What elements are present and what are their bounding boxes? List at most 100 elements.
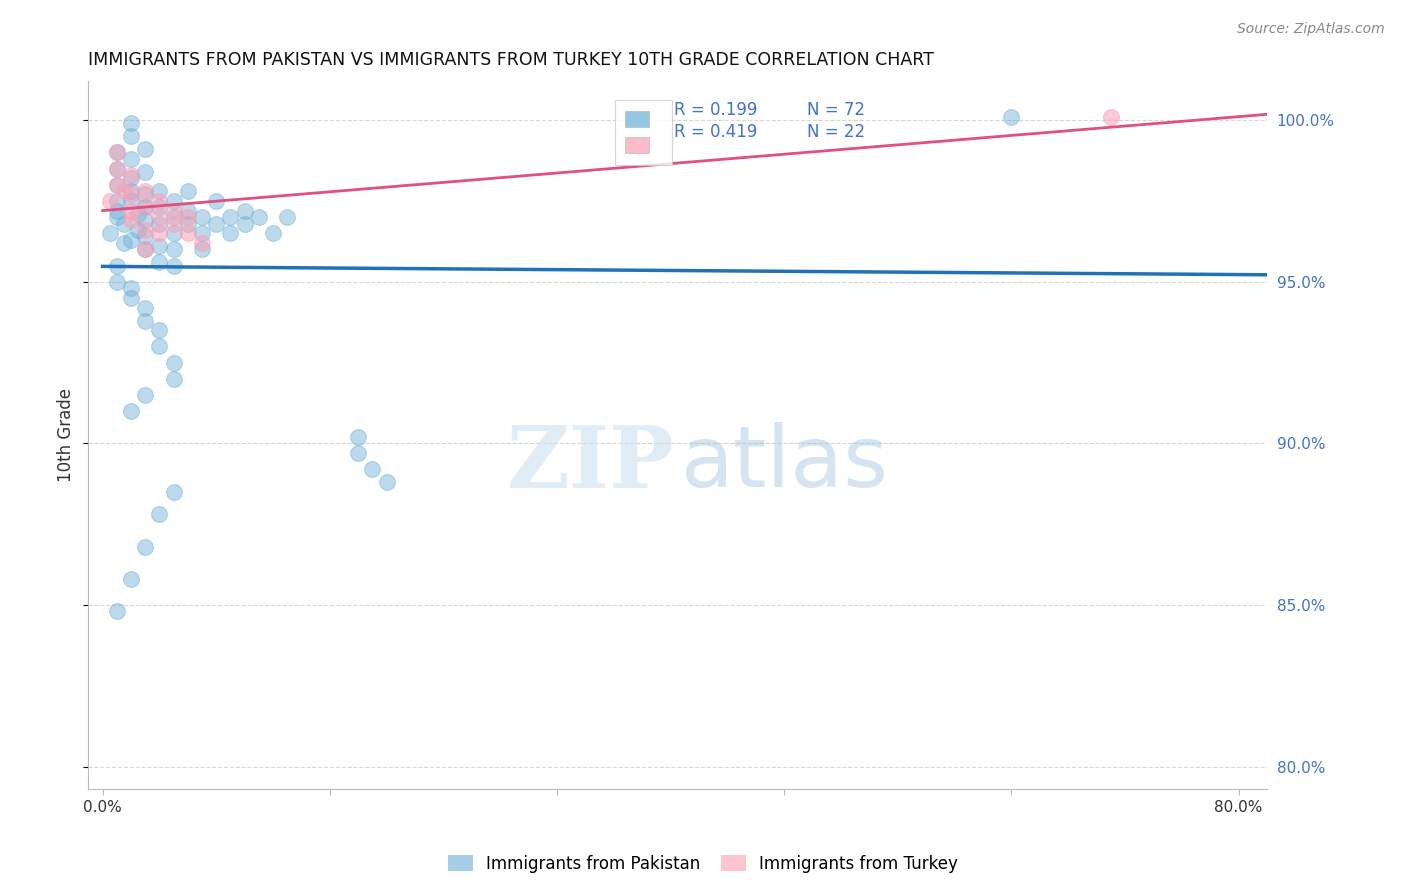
Point	[191, 226, 214, 240]
Point	[134, 243, 156, 257]
Point	[105, 275, 128, 289]
Point	[347, 446, 370, 460]
Text: R = 0.419: R = 0.419	[673, 123, 758, 141]
Point	[262, 226, 284, 240]
Point	[148, 508, 170, 522]
Point	[162, 203, 184, 218]
Point	[134, 201, 156, 215]
Point	[120, 129, 142, 144]
Point	[233, 203, 256, 218]
Point	[120, 168, 142, 182]
Point	[120, 184, 142, 198]
Point	[162, 259, 184, 273]
Point	[120, 233, 142, 247]
Point	[134, 301, 156, 315]
Point	[105, 259, 128, 273]
Point	[191, 235, 214, 250]
Point	[134, 223, 156, 237]
Point	[148, 339, 170, 353]
Point	[134, 187, 156, 202]
Text: Source: ZipAtlas.com: Source: ZipAtlas.com	[1237, 22, 1385, 37]
Point	[112, 184, 135, 198]
Point	[127, 207, 149, 221]
Point	[105, 161, 128, 176]
Text: N = 22: N = 22	[807, 123, 866, 141]
Point	[162, 372, 184, 386]
Point	[148, 184, 170, 198]
Point	[162, 226, 184, 240]
Point	[134, 388, 156, 402]
Point	[112, 217, 135, 231]
Point	[233, 217, 256, 231]
Point	[177, 184, 200, 198]
Point	[134, 213, 156, 227]
Point	[134, 201, 156, 215]
Point	[148, 323, 170, 337]
Point	[112, 235, 135, 250]
Text: IMMIGRANTS FROM PAKISTAN VS IMMIGRANTS FROM TURKEY 10TH GRADE CORRELATION CHART: IMMIGRANTS FROM PAKISTAN VS IMMIGRANTS F…	[89, 51, 934, 69]
Point	[105, 178, 128, 192]
Point	[375, 475, 398, 489]
Point	[191, 210, 214, 224]
Point	[219, 210, 242, 224]
Point	[105, 178, 128, 192]
Point	[148, 210, 170, 224]
Point	[205, 217, 228, 231]
Point	[134, 540, 156, 554]
Point	[191, 243, 214, 257]
Point	[98, 226, 121, 240]
Point	[105, 145, 128, 160]
Point	[162, 217, 184, 231]
Text: R = 0.199: R = 0.199	[673, 101, 758, 119]
Point	[219, 226, 242, 240]
Point	[148, 201, 170, 215]
Point	[1000, 110, 1022, 124]
Point	[105, 161, 128, 176]
Point	[276, 210, 298, 224]
Point	[1099, 110, 1122, 124]
Point	[105, 194, 128, 208]
Point	[98, 194, 121, 208]
Text: ZIP: ZIP	[506, 422, 673, 506]
Point	[120, 213, 142, 227]
Point	[177, 226, 200, 240]
Point	[134, 184, 156, 198]
Point	[105, 604, 128, 618]
Point	[148, 217, 170, 231]
Point	[134, 243, 156, 257]
Point	[148, 226, 170, 240]
Point	[148, 239, 170, 253]
Point	[120, 194, 142, 208]
Point	[361, 462, 384, 476]
Point	[120, 572, 142, 586]
Point	[162, 243, 184, 257]
Point	[120, 116, 142, 130]
Point	[177, 203, 200, 218]
Point	[120, 152, 142, 166]
Point	[162, 210, 184, 224]
Point	[120, 171, 142, 186]
Point	[134, 142, 156, 156]
Point	[347, 430, 370, 444]
Point	[120, 291, 142, 305]
Point	[105, 203, 128, 218]
Point	[134, 313, 156, 327]
Point	[120, 404, 142, 418]
Point	[120, 203, 142, 218]
Point	[205, 194, 228, 208]
Point	[162, 355, 184, 369]
Point	[105, 145, 128, 160]
Point	[134, 229, 156, 244]
Point	[148, 194, 170, 208]
Y-axis label: 10th Grade: 10th Grade	[58, 388, 75, 483]
Point	[162, 484, 184, 499]
Text: N = 72: N = 72	[807, 101, 865, 119]
Point	[148, 255, 170, 269]
Point	[120, 281, 142, 295]
Point	[105, 210, 128, 224]
Legend: Immigrants from Pakistan, Immigrants from Turkey: Immigrants from Pakistan, Immigrants fro…	[441, 848, 965, 880]
Point	[127, 223, 149, 237]
Point	[177, 210, 200, 224]
Point	[247, 210, 270, 224]
Point	[134, 165, 156, 179]
